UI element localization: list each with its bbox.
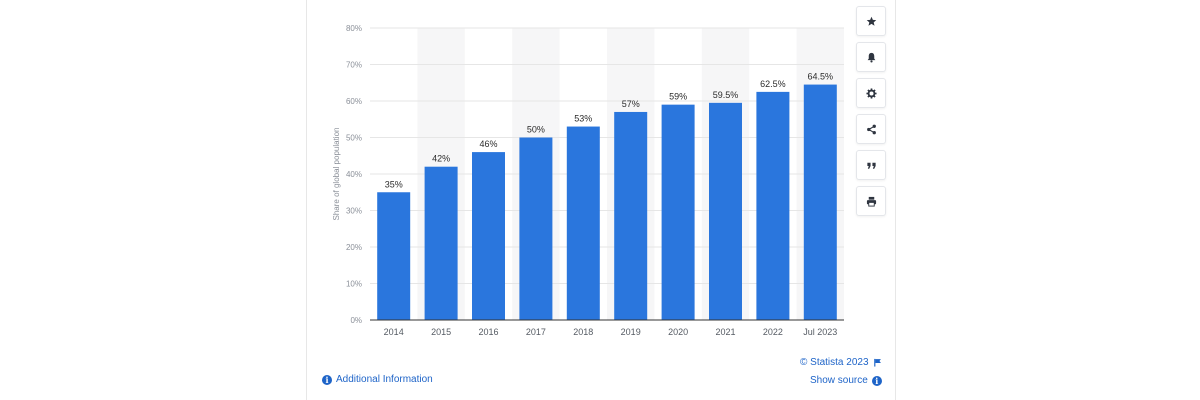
bar-chart: 0% 10% 20% 30% 40% 50% 60% 70% 80% 35% 2014 42% 2015… xyxy=(332,24,844,337)
additional-information-label: Additional Information xyxy=(336,374,433,385)
copyright-label: © Statista 2023 xyxy=(800,357,869,368)
cite-button[interactable] xyxy=(856,150,886,180)
favorite-button[interactable] xyxy=(856,6,886,36)
additional-information-link[interactable]: i Additional Information xyxy=(322,374,433,385)
y-tick-label: 0% xyxy=(350,316,362,325)
y-tick-label: 20% xyxy=(346,243,362,252)
star-icon xyxy=(866,16,877,27)
data-label: 59.5% xyxy=(713,90,739,100)
bar-2020 xyxy=(661,104,695,321)
bar-jul-2023 xyxy=(803,84,837,320)
info-icon: i xyxy=(871,375,882,386)
y-axis-title: Share of global population xyxy=(332,128,341,221)
share-button[interactable] xyxy=(856,114,886,144)
gear-icon xyxy=(865,87,877,99)
bar-2022 xyxy=(756,91,790,320)
x-tick-label: 2019 xyxy=(621,327,641,337)
show-source-label: Show source xyxy=(810,375,868,386)
bar-2015 xyxy=(424,166,458,320)
data-label: 59% xyxy=(669,92,687,102)
x-tick-label: 2015 xyxy=(431,327,451,337)
share-icon xyxy=(866,124,877,135)
x-tick-label: 2020 xyxy=(668,327,688,337)
data-label: 53% xyxy=(574,114,592,124)
y-tick-label: 40% xyxy=(346,170,362,179)
chart-card: 0% 10% 20% 30% 40% 50% 60% 70% 80% 35% 2014 42% 2015… xyxy=(306,0,896,400)
quote-icon xyxy=(866,160,877,171)
bar-2017 xyxy=(519,137,553,320)
y-tick-label: 50% xyxy=(346,134,362,143)
y-tick-label: 80% xyxy=(346,24,362,33)
bar-2021 xyxy=(709,102,742,320)
y-tick-label: 60% xyxy=(346,97,362,106)
notification-button[interactable] xyxy=(856,42,886,72)
print-button[interactable] xyxy=(856,186,886,216)
x-tick-label: Jul 2023 xyxy=(803,327,837,337)
settings-button[interactable] xyxy=(856,78,886,108)
statista-copyright-link[interactable]: © Statista 2023 xyxy=(800,357,882,368)
data-label: 35% xyxy=(385,179,403,189)
data-label: 46% xyxy=(479,139,497,149)
data-label: 42% xyxy=(432,154,450,164)
bar-2018 xyxy=(566,126,600,320)
x-tick-label: 2022 xyxy=(763,327,783,337)
data-label: 64.5% xyxy=(808,72,834,82)
data-label: 62.5% xyxy=(760,79,786,89)
data-label: 57% xyxy=(622,99,640,109)
x-tick-label: 2017 xyxy=(526,327,546,337)
show-source-link[interactable]: Show source i xyxy=(810,375,882,386)
data-label: 50% xyxy=(527,125,545,135)
bar-2014 xyxy=(377,192,411,320)
chart-toolbar xyxy=(856,6,886,222)
info-icon: i xyxy=(322,374,332,385)
x-tick-label: 2014 xyxy=(384,327,404,337)
bell-icon xyxy=(866,52,877,63)
y-tick-label: 10% xyxy=(346,280,362,289)
flag-icon xyxy=(873,358,882,367)
print-icon xyxy=(866,196,877,207)
x-tick-label: 2018 xyxy=(573,327,593,337)
y-tick-label: 70% xyxy=(346,61,362,70)
bar-2019 xyxy=(614,111,648,320)
x-tick-label: 2021 xyxy=(715,327,735,337)
y-tick-label: 30% xyxy=(346,207,362,216)
bar-2016 xyxy=(472,152,505,320)
x-tick-label: 2016 xyxy=(478,327,498,337)
